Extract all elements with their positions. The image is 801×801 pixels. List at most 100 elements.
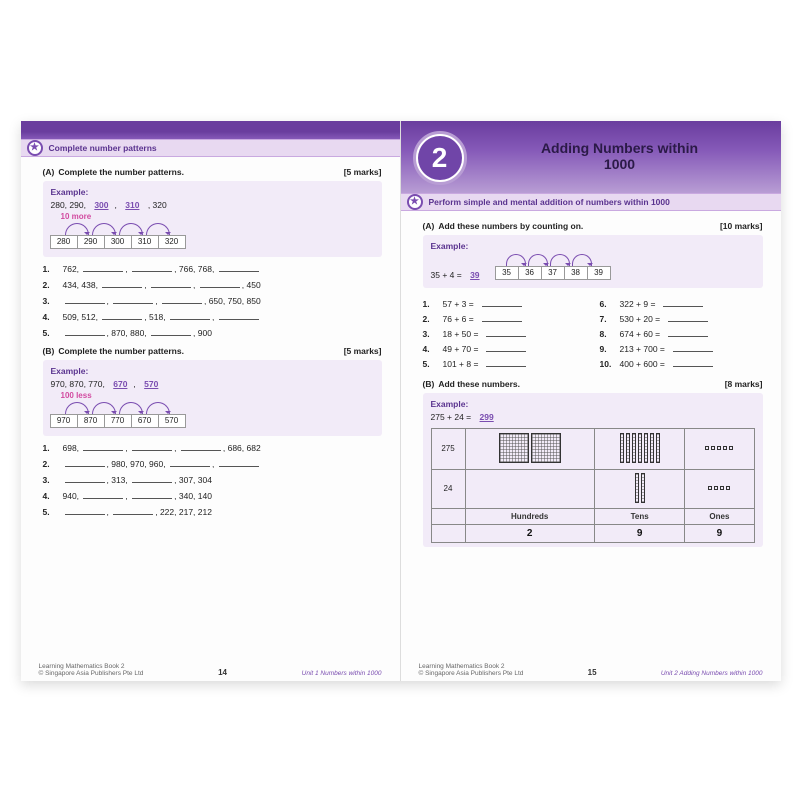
page-left: ★ Complete number patterns (A) Complete … [21,121,401,681]
answer-blank[interactable] [482,313,522,322]
question-number: 5. [43,507,57,517]
number-cell: 670 [131,414,159,428]
answer-blank[interactable] [170,458,210,467]
footer-book: Learning Mathematics Book 2 [39,663,144,670]
answer-blank[interactable] [482,298,522,307]
question-number: 5. [423,359,437,369]
answer-blank[interactable] [83,490,123,499]
answer-blank[interactable] [132,490,172,499]
answer-blank[interactable] [486,328,526,337]
place-value: 2 [465,524,594,542]
answer-blank[interactable] [65,506,105,515]
answer-blank[interactable] [113,506,153,515]
number-cell: 570 [158,414,186,428]
ra-ex-expr: 35 + 4 = 39 [431,270,486,280]
question-body: 509, 512, , 518, , [63,311,261,322]
answer-blank[interactable] [83,263,123,272]
answer-blank[interactable] [132,442,172,451]
number-cell: 770 [104,414,132,428]
rb-head: (B) Add these numbers. [8 marks] [423,379,763,389]
question-row: 10.400 + 600 = [600,358,763,369]
chapter-header: 2 Adding Numbers within 1000 [401,121,781,193]
section-banner-right: ★ Perform simple and mental addition of … [401,193,781,211]
example-label: Example: [51,187,374,197]
answer-blank[interactable] [65,327,105,336]
arcs-ra [506,254,611,264]
answer-blank[interactable] [219,263,259,272]
place-value: 9 [594,524,684,542]
answer-blank[interactable] [65,295,105,304]
question-row: 2.434, 438, , , , 450 [43,279,382,290]
footer-unit-left: Unit 1 Numbers within 1000 [302,670,382,677]
answer-blank[interactable] [162,295,202,304]
answer-blank[interactable] [83,442,123,451]
ra-head: (A) Add these numbers by counting on. [1… [423,221,763,231]
question-number: 6. [600,299,614,309]
question-row: 2., 980, 970, 960, , [43,458,382,469]
question-text: 49 + 70 = [443,344,479,354]
top-band [21,121,400,139]
rb-ex-expr: 275 + 24 = 299 [431,412,755,422]
answer-blank[interactable] [102,279,142,288]
example-box-a: Example: 280, 290, 300, 310 , 320 10 mor… [43,181,382,257]
answer-blank[interactable] [673,358,713,367]
answer-blank[interactable] [151,327,191,336]
question-row: 5.101 + 8 = [423,358,586,369]
example-sequence-b: 970, 870, 770, 670, 570 [51,379,374,389]
question-text: 322 + 9 = [620,299,656,309]
question-body: , 313, , 307, 304 [63,474,212,485]
answer-blank[interactable] [132,263,172,272]
answer-blank[interactable] [668,328,708,337]
question-number: 5. [43,328,57,338]
banner-text: Complete number patterns [49,143,157,153]
ex-ans1: 300 [88,200,114,210]
ra-marks: [10 marks] [720,221,763,231]
answer-blank[interactable] [65,458,105,467]
place-value-table: 27524HundredsTensOnes299 [431,428,755,543]
answer-blank[interactable] [102,311,142,320]
ra-ex-label: Example: [431,241,755,251]
answer-blank[interactable] [668,313,708,322]
answer-blank[interactable] [151,279,191,288]
ra-title: Add these numbers by counting on. [438,221,583,231]
question-row: 6. 322 + 9 = [600,298,763,309]
exb-ans2: 570 [138,379,164,389]
ra-arcs-boxes: 3536373839 [496,254,611,280]
question-row: 1.57 + 3 = [423,298,586,309]
question-number: 1. [423,299,437,309]
answer-blank[interactable] [65,474,105,483]
answer-blank[interactable] [663,298,703,307]
ones-vis [685,469,754,508]
question-number: 9. [600,344,614,354]
question-body: , 870, 880, , 900 [63,327,212,338]
answer-blank[interactable] [200,279,240,288]
star-icon: ★ [407,194,423,210]
page-number-right: 15 [588,668,597,677]
page-right: 2 Adding Numbers within 1000 ★ Perform s… [401,121,781,681]
answer-blank[interactable] [486,358,526,367]
question-row: 7.530 + 20 = [600,313,763,324]
number-cell: 290 [77,235,105,249]
answer-blank[interactable] [132,474,172,483]
answer-blank[interactable] [673,343,713,352]
answer-blank[interactable] [113,295,153,304]
exb-ans1: 670 [107,379,133,389]
empty [431,524,465,542]
number-cell: 320 [158,235,186,249]
answer-blank[interactable] [219,458,259,467]
row-label: 275 [431,428,465,469]
answer-blank[interactable] [170,311,210,320]
answer-blank[interactable] [486,343,526,352]
question-text: 400 + 600 = [620,359,665,369]
number-boxes-a: 280290300310320 [51,235,374,249]
arcs-b [65,402,374,412]
answer-blank[interactable] [219,311,259,320]
ex-ans2: 310 [119,200,145,210]
example-label-b: Example: [51,366,374,376]
question-row: 5., , 222, 217, 212 [43,506,382,517]
question-row: 4.940, , , 340, 140 [43,490,382,501]
banner-text-right: Perform simple and mental addition of nu… [429,197,670,207]
answer-blank[interactable] [181,442,221,451]
question-text: 18 + 50 = [443,329,479,339]
question-list-a: 1.762, , , 766, 768, 2.434, 438, , , , 4… [43,263,382,338]
